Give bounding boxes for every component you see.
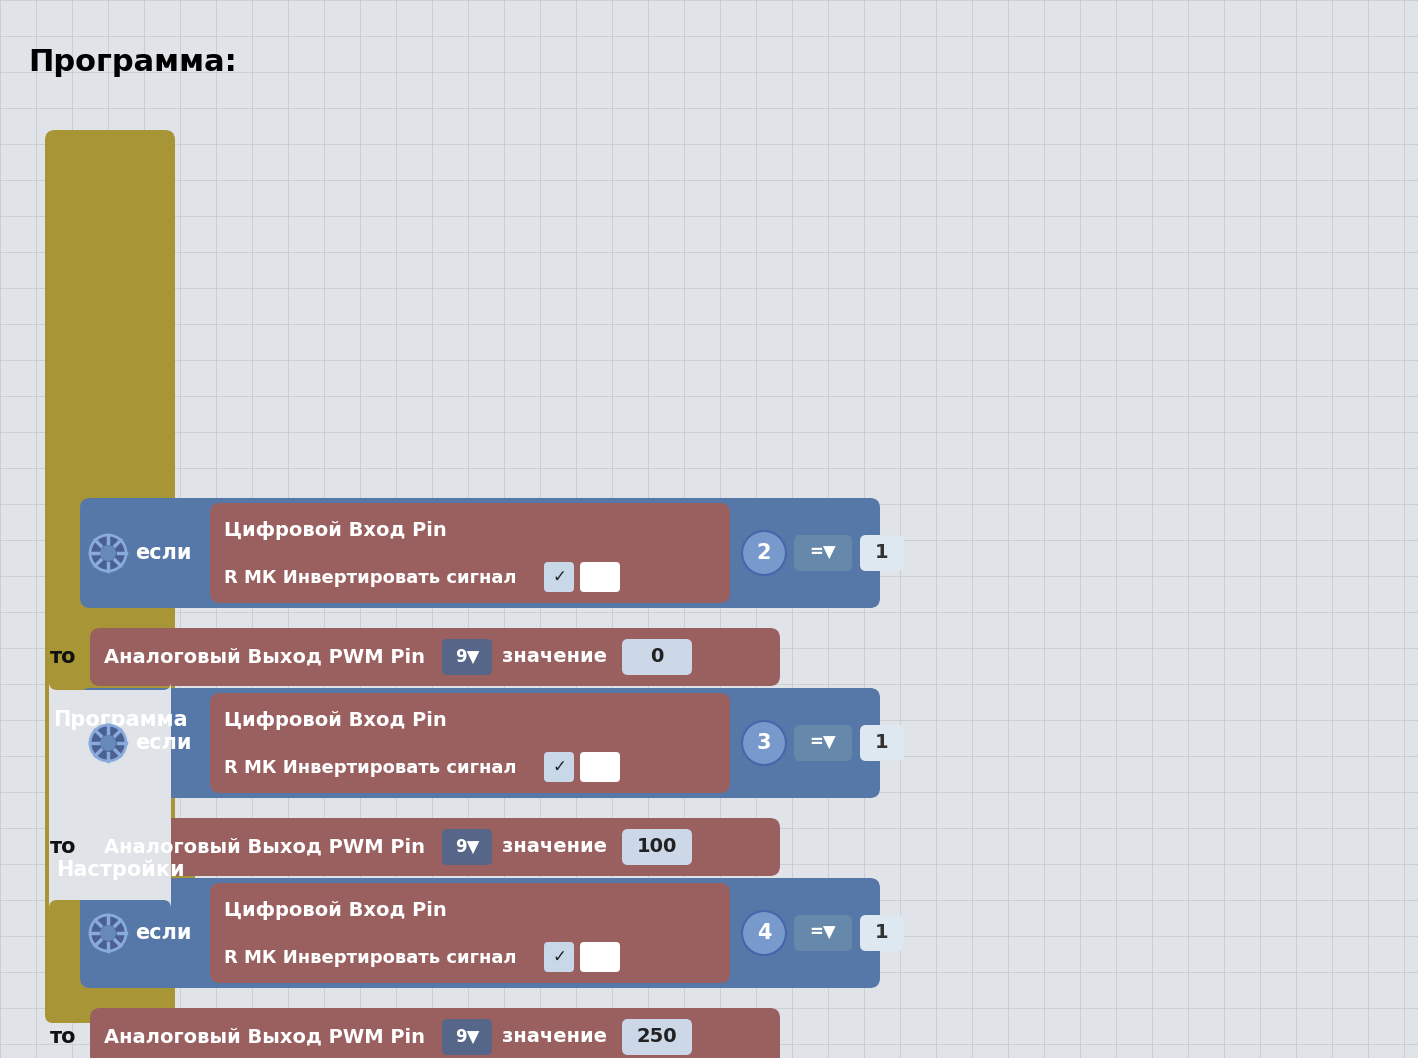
Text: 4: 4	[757, 923, 771, 943]
FancyBboxPatch shape	[89, 628, 780, 686]
Text: =▼: =▼	[810, 734, 837, 752]
Text: R МК Инвертировать сигнал: R МК Инвертировать сигнал	[224, 569, 516, 587]
Text: 1: 1	[875, 733, 889, 752]
Text: если: если	[135, 543, 191, 563]
Text: то: то	[50, 647, 77, 667]
Text: Цифровой Вход Pin: Цифровой Вход Pin	[224, 711, 447, 730]
FancyBboxPatch shape	[442, 829, 492, 865]
Text: Аналоговый Выход PWM Pin: Аналоговый Выход PWM Pin	[104, 838, 425, 857]
FancyBboxPatch shape	[623, 639, 692, 675]
FancyBboxPatch shape	[45, 130, 174, 1013]
Text: значение: значение	[502, 647, 607, 667]
FancyBboxPatch shape	[623, 829, 692, 865]
Text: Аналоговый Выход PWM Pin: Аналоговый Выход PWM Pin	[104, 1027, 425, 1046]
FancyBboxPatch shape	[859, 915, 905, 951]
FancyBboxPatch shape	[210, 693, 730, 794]
FancyBboxPatch shape	[45, 842, 196, 898]
Text: 3: 3	[757, 733, 771, 753]
Circle shape	[101, 735, 116, 751]
Text: 2: 2	[757, 543, 771, 563]
FancyBboxPatch shape	[580, 562, 620, 592]
FancyBboxPatch shape	[79, 878, 881, 988]
Text: Настройки: Настройки	[55, 860, 184, 880]
Text: 0: 0	[651, 647, 664, 667]
FancyBboxPatch shape	[210, 883, 730, 983]
Circle shape	[89, 725, 126, 761]
FancyBboxPatch shape	[545, 562, 574, 592]
Circle shape	[742, 911, 786, 955]
Text: значение: значение	[502, 838, 607, 857]
FancyBboxPatch shape	[89, 1008, 780, 1058]
FancyBboxPatch shape	[859, 725, 905, 761]
FancyBboxPatch shape	[580, 752, 620, 782]
Circle shape	[89, 915, 126, 951]
Text: Цифровой Вход Pin: Цифровой Вход Pin	[224, 900, 447, 919]
Text: 9▼: 9▼	[455, 1028, 479, 1046]
Text: ✓: ✓	[552, 758, 566, 776]
Text: =▼: =▼	[810, 544, 837, 562]
FancyBboxPatch shape	[79, 688, 881, 798]
Text: значение: значение	[502, 1027, 607, 1046]
Text: то: то	[50, 1027, 77, 1047]
Text: Цифровой Вход Pin: Цифровой Вход Pin	[224, 521, 447, 540]
FancyBboxPatch shape	[89, 818, 780, 876]
Circle shape	[101, 545, 116, 561]
Text: Аналоговый Выход PWM Pin: Аналоговый Выход PWM Pin	[104, 647, 425, 667]
Circle shape	[89, 783, 130, 823]
Text: Программа: Программа	[52, 710, 187, 730]
FancyBboxPatch shape	[859, 535, 905, 571]
Text: R МК Инвертировать сигнал: R МК Инвертировать сигнал	[224, 759, 516, 777]
FancyBboxPatch shape	[50, 682, 172, 908]
Text: 1: 1	[875, 924, 889, 943]
FancyBboxPatch shape	[580, 942, 620, 972]
FancyBboxPatch shape	[442, 639, 492, 675]
Text: 100: 100	[637, 838, 678, 857]
Text: 9▼: 9▼	[455, 647, 479, 665]
Text: 1: 1	[875, 544, 889, 563]
FancyBboxPatch shape	[45, 963, 174, 1023]
Circle shape	[742, 720, 786, 765]
Text: если: если	[135, 923, 191, 943]
FancyBboxPatch shape	[623, 1019, 692, 1055]
FancyBboxPatch shape	[210, 503, 730, 603]
FancyBboxPatch shape	[45, 696, 196, 748]
Text: 250: 250	[637, 1027, 678, 1046]
FancyBboxPatch shape	[545, 942, 574, 972]
FancyBboxPatch shape	[79, 498, 881, 608]
FancyBboxPatch shape	[545, 752, 574, 782]
Circle shape	[742, 531, 786, 574]
FancyBboxPatch shape	[794, 535, 852, 571]
Circle shape	[101, 925, 116, 941]
Text: ✓: ✓	[552, 948, 566, 966]
Text: если: если	[135, 733, 191, 753]
Circle shape	[89, 535, 126, 571]
Text: ✓: ✓	[552, 568, 566, 586]
Text: 9▼: 9▼	[455, 838, 479, 856]
Text: R МК Инвертировать сигнал: R МК Инвертировать сигнал	[224, 949, 516, 967]
FancyBboxPatch shape	[442, 1019, 492, 1055]
Text: Программа:: Программа:	[28, 48, 237, 77]
Text: то: то	[50, 837, 77, 857]
FancyBboxPatch shape	[794, 725, 852, 761]
FancyBboxPatch shape	[794, 915, 852, 951]
Text: =▼: =▼	[810, 924, 837, 942]
